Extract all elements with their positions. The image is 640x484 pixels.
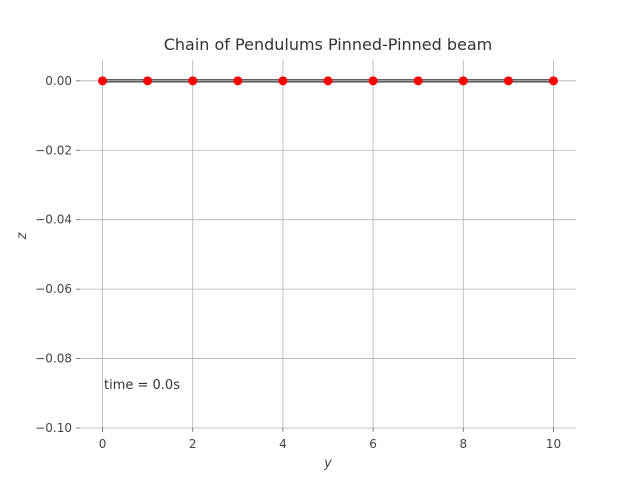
series-layer xyxy=(98,76,558,86)
pendulum-mass-point xyxy=(233,76,243,86)
tick-layer: 0 2 4 6 8 10 0.00 −0.02 −0.04 −0.06 −0.08 −0.10 xyxy=(35,74,561,451)
pendulum-mass-point xyxy=(98,76,108,86)
time-annotation: time = 0.0s xyxy=(104,378,180,393)
x-tick-label: 0 xyxy=(99,437,107,451)
y-tick-label: −0.04 xyxy=(35,213,72,227)
y-tick-label: −0.10 xyxy=(35,421,72,435)
y-tick-label: 0.00 xyxy=(45,74,72,88)
y-tick-label: −0.06 xyxy=(35,282,72,296)
pendulum-mass-point xyxy=(188,76,198,86)
x-axis-label: y xyxy=(323,456,332,471)
y-tick-label: −0.02 xyxy=(35,143,72,157)
pendulum-mass-point xyxy=(323,76,333,86)
x-tick-label: 2 xyxy=(189,437,197,451)
x-tick-label: 4 xyxy=(279,437,287,451)
x-tick-label: 8 xyxy=(459,437,467,451)
pendulum-mass-point xyxy=(143,76,153,86)
pendulum-mass-point xyxy=(413,76,423,86)
y-axis-label: z xyxy=(15,231,30,240)
x-tick-label: 10 xyxy=(546,437,561,451)
pendulum-mass-point xyxy=(278,76,288,86)
pendulum-mass-point xyxy=(458,76,468,86)
pendulum-mass-point xyxy=(548,76,558,86)
x-tick-label: 6 xyxy=(369,437,377,451)
y-tick-label: −0.08 xyxy=(35,352,72,366)
chart-title: Chain of Pendulums Pinned-Pinned beam xyxy=(164,35,493,54)
pendulum-mass-point xyxy=(368,76,378,86)
pendulum-mass-point xyxy=(503,76,513,86)
